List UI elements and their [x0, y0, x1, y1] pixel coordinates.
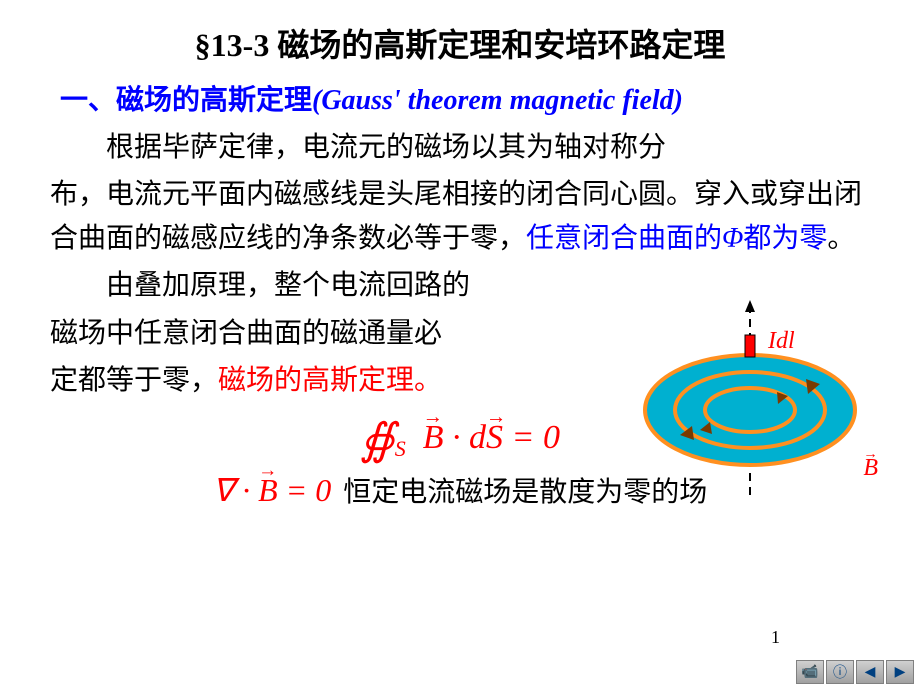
page-number: 1 — [771, 627, 780, 648]
p2-part-b: 磁场中任意闭合曲面的磁通量必 — [50, 318, 442, 349]
current-element-box — [745, 335, 755, 357]
paragraph-2c: 定都等于零，磁场的高斯定理。 — [50, 359, 590, 402]
nav-info-button[interactable]: ⓘ — [826, 660, 854, 684]
page-title: §13-3 磁场的高斯定理和安培环路定理 — [50, 20, 870, 66]
p2-part-c: 定都等于零， — [50, 365, 218, 396]
axis-arrowhead — [745, 300, 755, 312]
paragraph-2a: 由叠加原理，整个电流回路的 — [50, 264, 590, 307]
section-heading: 一、磁场的高斯定理(Gauss' theorem magnetic field) — [60, 78, 870, 118]
nav-bar: 📹 ⓘ ◀ ▶ — [796, 660, 914, 684]
field-diagram: Idl B — [620, 300, 880, 500]
phi-symbol: Φ — [722, 223, 743, 254]
label-idl: Idl — [768, 328, 795, 355]
label-b-vector: B — [863, 455, 878, 482]
p2-red: 磁场的高斯定理。 — [218, 365, 442, 396]
paragraph-2b: 磁场中任意闭合曲面的磁通量必 — [50, 312, 590, 355]
p2-part-a: 由叠加原理，整个电流回路的 — [106, 270, 470, 301]
p1-blue-post: 都为零 — [743, 223, 827, 254]
p1-period: 。 — [827, 223, 855, 254]
p1-part-a: 根据毕萨定律，电流元的磁场以其为轴对称分 — [106, 132, 666, 163]
nav-next-button[interactable]: ▶ — [886, 660, 914, 684]
nav-prev-button[interactable]: ◀ — [856, 660, 884, 684]
p1-blue-pre: 任意闭合曲面的 — [526, 223, 722, 254]
nav-camera-button[interactable]: 📹 — [796, 660, 824, 684]
subtitle-cn: 一、磁场的高斯定理 — [60, 85, 312, 116]
diagram-svg — [620, 300, 880, 500]
formula-gauss-integral: ∯S B · dS = 0 — [360, 419, 560, 456]
formula-divergence: ∇ · B = 0 — [213, 471, 332, 509]
paragraph-1b: 布，电流元平面内磁感线是头尾相接的闭合同心圆。穿入或穿出闭合曲面的磁感应线的净条… — [50, 173, 870, 260]
slide: §13-3 磁场的高斯定理和安培环路定理 一、磁场的高斯定理(Gauss' th… — [0, 0, 920, 520]
subtitle-en: (Gauss' theorem magnetic field) — [312, 85, 683, 116]
paragraph-1: 根据毕萨定律，电流元的磁场以其为轴对称分 — [50, 126, 870, 169]
